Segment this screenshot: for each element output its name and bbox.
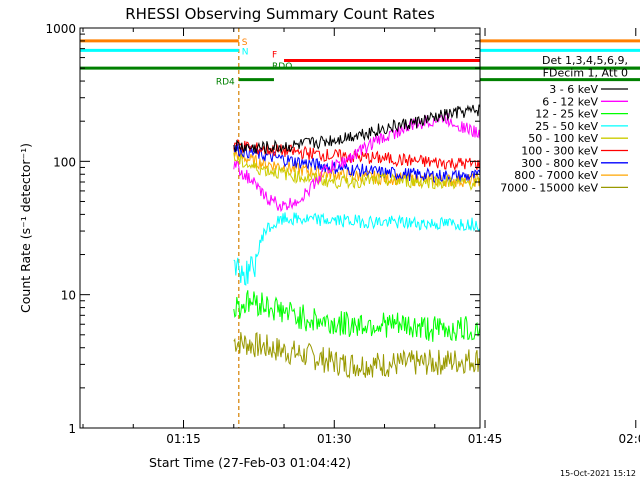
series-line-300-800-kev xyxy=(233,143,480,184)
timestamp: 15-Oct-2021 15:12 xyxy=(560,469,636,478)
series-line-7000-15000-kev xyxy=(233,331,480,379)
legend-label: 800 - 7000 keV xyxy=(514,169,598,182)
x-tick-label: 01:45 xyxy=(468,432,503,446)
x-tick-label: 01:30 xyxy=(317,432,352,446)
y-tick-label: 10 xyxy=(61,289,76,303)
legend-label: 12 - 25 keV xyxy=(535,108,598,121)
legend: Det 1,3,4,5,6,9,FDecim 1, Att 0 3 - 6 keV… xyxy=(500,54,628,194)
legend-label: 50 - 100 keV xyxy=(528,132,598,145)
y-tick-label: 1000 xyxy=(45,22,76,36)
y-tick-label: 100 xyxy=(53,155,76,169)
x-tick-label: 01:15 xyxy=(166,432,201,446)
x-axis-label: Start Time (27-Feb-03 01:04:42) xyxy=(149,455,351,470)
plot-frame xyxy=(79,27,481,429)
legend-header: FDecim 1, Att 0 xyxy=(543,67,628,80)
legend-label: 300 - 800 keV xyxy=(521,157,598,170)
flag-label-s: S xyxy=(242,38,248,48)
legend-label: 3 - 6 keV xyxy=(549,83,598,96)
y-axis-label: Count Rate (s⁻¹ detector⁻¹) xyxy=(18,143,33,313)
chart-title: RHESSI Observing Summary Count Rates xyxy=(125,5,435,23)
data-layer xyxy=(233,28,480,428)
series-line-25-50-kev xyxy=(233,212,480,286)
series-line-12-25-kev xyxy=(233,290,480,342)
series-line-6-12-kev xyxy=(233,113,480,213)
legend-header: Det 1,3,4,5,6,9, xyxy=(542,54,628,67)
legend-label: 100 - 300 keV xyxy=(521,145,598,158)
legend-label: 6 - 12 keV xyxy=(542,95,598,108)
series-line-3-6-kev xyxy=(233,104,480,155)
legend-label: 25 - 50 keV xyxy=(535,120,598,133)
legend-label: 7000 - 15000 keV xyxy=(500,181,598,194)
y-tick-label: 1 xyxy=(68,422,76,436)
flag-label-f: F xyxy=(272,51,277,61)
flag-label-rd4: RD4 xyxy=(216,78,235,88)
x-tick-label: 02:00 xyxy=(618,432,640,446)
series-line-50-100-kev xyxy=(233,152,480,191)
flag-label-n: N xyxy=(242,47,249,57)
flag-label-rdo: RDO xyxy=(272,62,292,72)
